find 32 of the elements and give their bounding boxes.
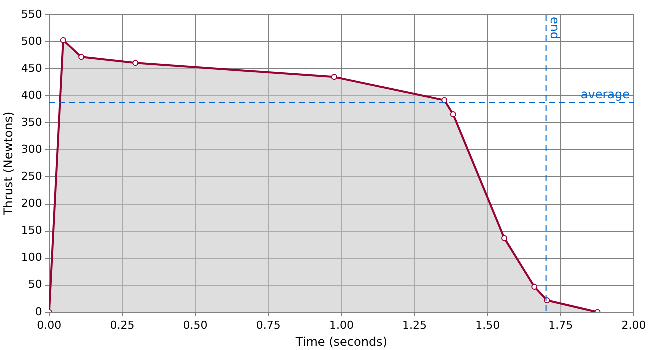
point [60, 37, 66, 44]
y-axis-title: Thrust (Newtons) [1, 112, 16, 217]
y-tick-label: 500 [21, 34, 42, 48]
y-tick-label: 0 [35, 305, 42, 318]
y-tick-label: 350 [21, 116, 42, 130]
x-tick-label: 1.50 [476, 318, 500, 332]
point [78, 54, 85, 60]
point [450, 111, 456, 118]
ref-line-label: end [548, 17, 562, 40]
y-tick-label: 550 [21, 8, 42, 21]
x-tick-label: 0.00 [37, 318, 62, 332]
y-tick-label: 150 [21, 224, 42, 238]
point [331, 74, 338, 80]
point [132, 60, 139, 66]
x-tick-label: 2.00 [622, 318, 646, 332]
x-tick-label: 0.75 [256, 318, 281, 332]
point [502, 235, 508, 242]
x-tick-label: 0.25 [110, 318, 135, 332]
x-tick-label: 1.00 [329, 318, 354, 332]
ref-line-label: average [580, 88, 630, 102]
y-tick-label: 300 [21, 143, 42, 156]
y-tick-label: 50 [28, 278, 42, 292]
x-axis-title: Time (seconds) [294, 334, 388, 349]
x-tick-label: 1.75 [548, 318, 574, 332]
y-tick-label: 250 [21, 170, 42, 184]
y-tick-label: 100 [21, 251, 42, 264]
x-tick-label: 0.50 [183, 318, 208, 332]
point [532, 284, 538, 290]
x-tick-label: 1.25 [402, 318, 428, 332]
y-tick-label: 200 [21, 197, 42, 210]
y-tick-label: 450 [21, 62, 42, 75]
y-tick-label: 400 [21, 88, 42, 102]
